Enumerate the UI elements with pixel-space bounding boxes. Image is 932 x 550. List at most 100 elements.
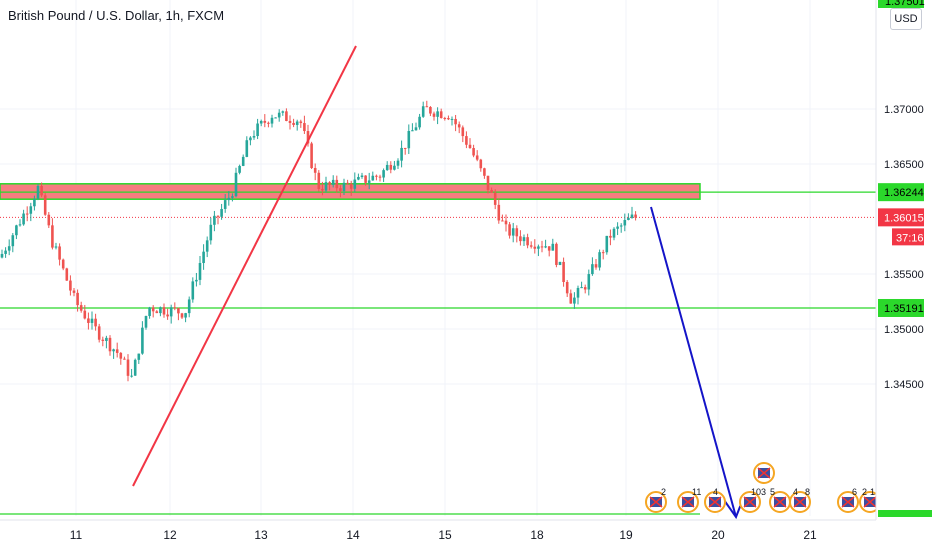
event-marker-5[interactable] <box>769 491 791 513</box>
x-tick-1: 12 <box>163 528 177 542</box>
candle <box>43 192 47 216</box>
event-count-3: 103 <box>751 487 766 497</box>
candle-body <box>61 259 65 269</box>
candle-body <box>317 172 321 189</box>
candle <box>177 307 180 321</box>
y-tick-0: 1.37000 <box>884 104 924 116</box>
economic-events[interactable]: 2 11 4 103 5 4 8 6 2 1 <box>645 462 881 513</box>
candle-body <box>490 189 493 193</box>
event-marker-7-flag-cross2 <box>841 496 855 508</box>
event-marker-6[interactable] <box>789 491 811 513</box>
event-count-2: 4 <box>713 487 718 497</box>
candle <box>238 164 241 175</box>
candle <box>321 181 324 196</box>
level-badge-0 <box>878 183 924 202</box>
candle-body <box>238 165 241 173</box>
candle-body <box>180 313 184 318</box>
candle <box>231 193 234 202</box>
candle <box>234 167 238 198</box>
event-marker-4-flag-cross2 <box>743 496 757 508</box>
candle <box>551 238 555 251</box>
event-marker-3[interactable] <box>753 462 775 484</box>
candle-body <box>385 164 389 171</box>
candle <box>504 214 508 232</box>
candle-body <box>292 122 295 125</box>
candle-body <box>468 144 472 149</box>
countdown-label: 37:16 <box>896 232 924 244</box>
event-marker-0-flag-cross2 <box>649 496 663 508</box>
candle <box>580 281 583 289</box>
last-price-badge <box>878 208 924 227</box>
candle <box>349 180 353 196</box>
currency-button[interactable]: USD <box>890 8 922 30</box>
candle <box>364 175 367 186</box>
event-marker-0[interactable] <box>645 491 667 513</box>
candle <box>252 130 256 140</box>
candle <box>133 358 137 376</box>
candle-body <box>159 307 162 314</box>
candle-body <box>403 147 407 149</box>
event-marker-7[interactable] <box>837 491 859 513</box>
candle-body <box>54 246 58 248</box>
trend-line[interactable] <box>132 45 357 487</box>
event-marker-1[interactable] <box>677 491 699 513</box>
candle <box>241 154 245 167</box>
candle-body <box>551 243 555 251</box>
candle-body <box>97 326 101 340</box>
candle <box>324 176 328 193</box>
event-marker-2[interactable] <box>704 491 726 513</box>
event-marker-4[interactable] <box>739 491 761 513</box>
candle-body <box>281 111 285 113</box>
candle-body <box>511 228 515 236</box>
x-tick-6: 19 <box>619 528 633 542</box>
candle-body <box>47 214 51 226</box>
candle-body <box>231 196 234 198</box>
candle <box>198 256 202 286</box>
candle-body <box>227 197 231 201</box>
candle <box>508 221 511 239</box>
candle <box>558 261 562 266</box>
candle-body <box>58 246 61 260</box>
candle <box>267 121 270 128</box>
candle <box>396 158 400 170</box>
arrow-shaft[interactable] <box>650 206 737 518</box>
top-level-label: 1.37501 <box>885 0 925 8</box>
candle <box>493 189 497 210</box>
candle <box>443 116 447 121</box>
candle <box>270 114 274 128</box>
candle <box>342 178 346 196</box>
candle-body <box>76 292 79 306</box>
x-tick-2: 13 <box>254 528 268 542</box>
candle <box>292 118 295 128</box>
candle <box>627 213 630 221</box>
candle <box>378 174 382 182</box>
candle-body <box>472 148 475 156</box>
candle <box>540 240 544 253</box>
candle-body <box>303 123 306 132</box>
candle-body <box>299 121 303 124</box>
x-tick-8: 21 <box>803 528 817 542</box>
candle-body <box>346 182 349 184</box>
candle <box>173 302 177 311</box>
projection-arrow[interactable] <box>650 206 744 520</box>
candle-body <box>465 136 468 145</box>
candle-body <box>533 246 537 249</box>
candle <box>630 206 634 219</box>
candle <box>515 225 519 243</box>
candle <box>407 124 411 155</box>
candle-body <box>249 137 252 141</box>
candle-body <box>429 106 432 114</box>
candle <box>454 114 457 132</box>
candle-body <box>216 215 220 217</box>
candle-body <box>623 219 627 226</box>
candle <box>393 160 396 171</box>
candle <box>25 206 29 222</box>
candle-body <box>580 287 583 289</box>
candle-body <box>522 237 526 242</box>
candle-body <box>83 310 87 319</box>
candle <box>94 313 97 331</box>
candle-body <box>411 130 414 132</box>
candle-body <box>425 106 429 108</box>
candle-body <box>479 159 483 169</box>
